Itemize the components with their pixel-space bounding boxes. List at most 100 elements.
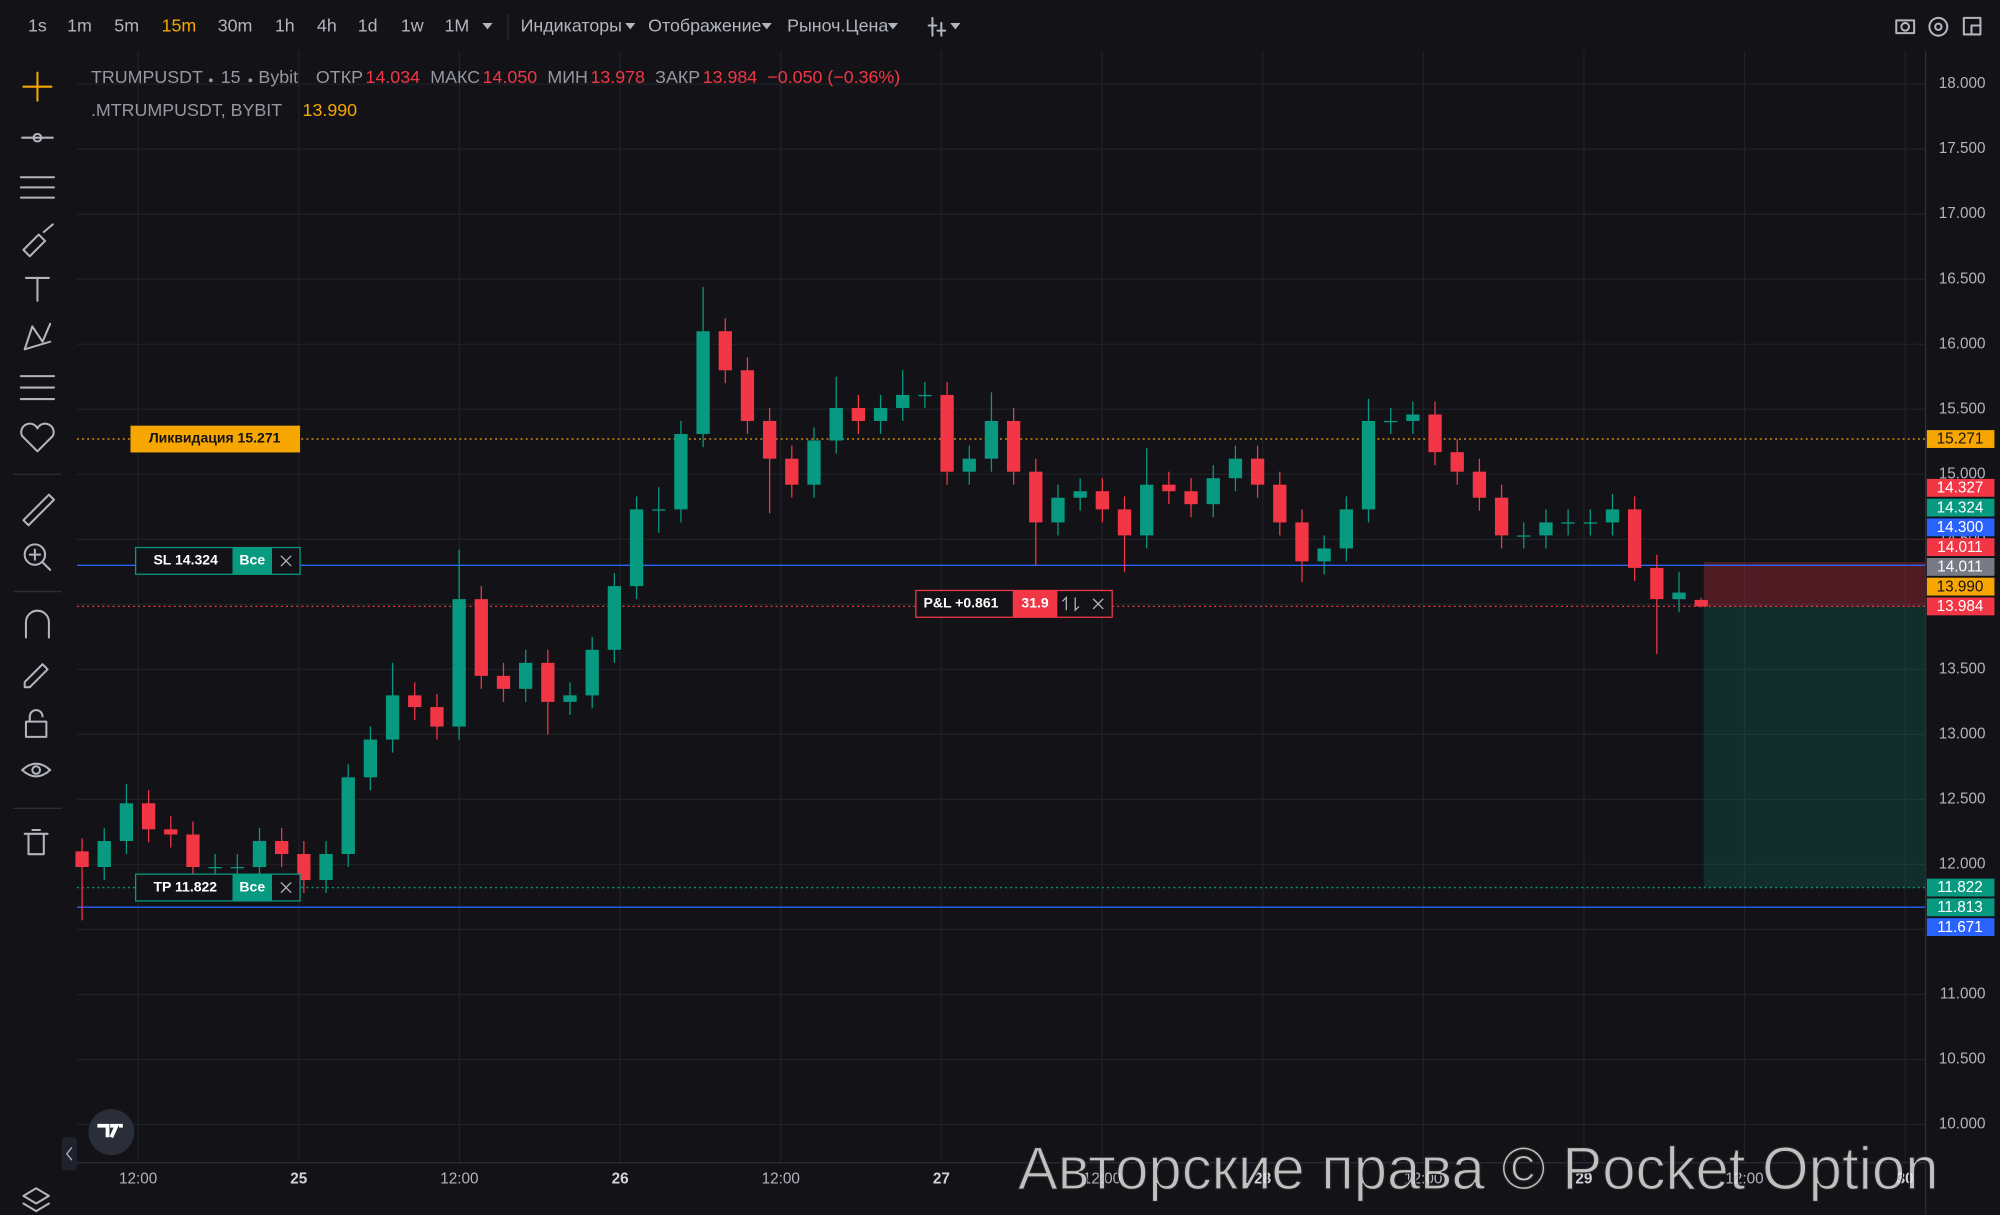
candle-body — [1273, 484, 1287, 523]
take-profit-zone — [1703, 606, 1926, 888]
candle-body — [1051, 497, 1065, 523]
timeframe-button[interactable]: 30m — [218, 15, 253, 35]
tp-all-button[interactable] — [232, 874, 273, 901]
interval: 15 — [221, 66, 241, 86]
y-tick-label: 18.000 — [1939, 75, 1986, 92]
ohlc-value: 13.978 — [590, 66, 645, 86]
candle-body — [674, 433, 688, 510]
timeframe-button[interactable]: 1h — [275, 15, 295, 35]
price-label: 15.271 — [1937, 431, 1984, 448]
sl-close[interactable] — [280, 555, 292, 567]
candle-body — [652, 509, 666, 511]
dropdown-arrow[interactable] — [950, 22, 961, 30]
candle-body — [208, 867, 222, 869]
candle-body — [940, 394, 954, 472]
sl-all-text: Все — [239, 552, 265, 568]
candle-body — [873, 407, 888, 421]
timeframe-button[interactable]: 1d — [358, 15, 378, 35]
candle-body — [696, 331, 710, 434]
change: −0.050 (−0.36%) — [767, 66, 900, 86]
candle-body — [1339, 509, 1353, 549]
candle-body — [1140, 484, 1154, 536]
top-right-icons[interactable] — [1895, 16, 1982, 37]
candle-body — [1650, 567, 1664, 600]
price-label-box — [1926, 430, 1995, 448]
menu-button[interactable]: Отображение — [648, 15, 761, 35]
x-tick-label: 12:00 — [119, 1170, 157, 1187]
drawing-toolbar — [13, 71, 62, 1213]
chart-type-icon[interactable] — [927, 16, 947, 37]
candle-body — [1073, 491, 1087, 498]
y-tick-label: 12.500 — [1939, 790, 1986, 807]
pnl-qty-box — [1012, 590, 1058, 618]
timeframe-button[interactable]: 1M — [444, 15, 469, 35]
stop-loss-zone — [1703, 562, 1926, 607]
candle-body — [1095, 491, 1109, 510]
x-tick-label: 12:00 — [1725, 1170, 1763, 1187]
price-label: 11.813 — [1937, 899, 1983, 916]
candle-body — [541, 662, 555, 702]
candle-body — [319, 854, 333, 881]
candle-body — [896, 394, 910, 408]
dropdown-arrow[interactable] — [761, 22, 772, 30]
candle-body — [1361, 420, 1376, 510]
y-tick-label: 13.000 — [1939, 725, 1986, 742]
candle-body — [341, 777, 355, 855]
candle-body — [1672, 592, 1686, 600]
candle-body — [408, 695, 422, 708]
timeframe-button[interactable]: 1w — [401, 15, 424, 35]
tp-tag[interactable] — [134, 873, 301, 902]
symbol: .MTRUMPUSDT, BYBIT — [91, 100, 282, 120]
candle-body — [1539, 522, 1553, 536]
legend-line: .MTRUMPUSDT, BYBIT 13.990 — [91, 100, 357, 120]
ohlc-label: МАКС — [430, 66, 480, 86]
price-label: 14.011 — [1937, 539, 1983, 556]
price-label-box — [1926, 577, 1995, 596]
candle-body — [1184, 491, 1198, 505]
candle-body — [186, 834, 200, 868]
timeframe-button[interactable]: 15m — [162, 15, 197, 35]
watermark: Авторские права © Pocket Option — [1018, 1135, 1939, 1202]
sl-text: SL 14.324 — [153, 552, 218, 568]
x-tick-label: 26 — [612, 1170, 629, 1187]
timeframe-button[interactable]: 1s — [28, 15, 47, 35]
candle-body — [474, 599, 488, 676]
price-label: 13.990 — [1937, 578, 1984, 595]
timeframe-button[interactable]: 5m — [114, 15, 139, 35]
candle-body — [1561, 522, 1575, 524]
candle-body — [1206, 478, 1220, 505]
collapse-button[interactable] — [61, 1137, 77, 1171]
tv-logo[interactable] — [88, 1109, 135, 1156]
sl-all-button[interactable] — [232, 547, 273, 575]
dropdown-arrow[interactable] — [482, 22, 493, 30]
sl-tag[interactable] — [134, 546, 301, 575]
candle-body — [785, 458, 799, 485]
dropdown-arrow[interactable] — [625, 22, 636, 30]
candle-body — [829, 407, 843, 441]
menu-button[interactable]: Рыноч.Цена — [787, 15, 888, 35]
candle-body — [718, 331, 732, 371]
timeframe-button[interactable]: 1m — [67, 15, 92, 35]
menu-button[interactable]: Индикаторы — [521, 15, 622, 35]
tp-close[interactable] — [280, 882, 292, 894]
price-label-box — [1926, 878, 1995, 897]
tp-all-text: Все — [239, 878, 265, 894]
candle-body — [563, 695, 577, 702]
x-tick-label: 12:00 — [1083, 1170, 1121, 1187]
y-tick-label: 10.000 — [1939, 1116, 1986, 1133]
ohlc-value: 14.050 — [483, 66, 538, 86]
price-label: 11.822 — [1937, 879, 1983, 896]
price-label-box — [1926, 898, 1995, 917]
y-tick-label: 15.500 — [1939, 400, 1986, 417]
candle-body — [363, 739, 378, 778]
timeframe-button[interactable]: 4h — [317, 15, 337, 35]
candle-body — [740, 370, 755, 421]
reverse-button[interactable] — [1062, 595, 1080, 612]
y-tick-label: 11.000 — [1940, 985, 1986, 1002]
candle-body — [918, 394, 932, 397]
y-tick-label: 13.500 — [1939, 660, 1986, 677]
x-tick-label: 25 — [290, 1170, 307, 1187]
dropdown-arrow[interactable] — [887, 22, 899, 30]
candle-body — [75, 851, 89, 868]
pnl-close[interactable] — [1092, 598, 1104, 610]
